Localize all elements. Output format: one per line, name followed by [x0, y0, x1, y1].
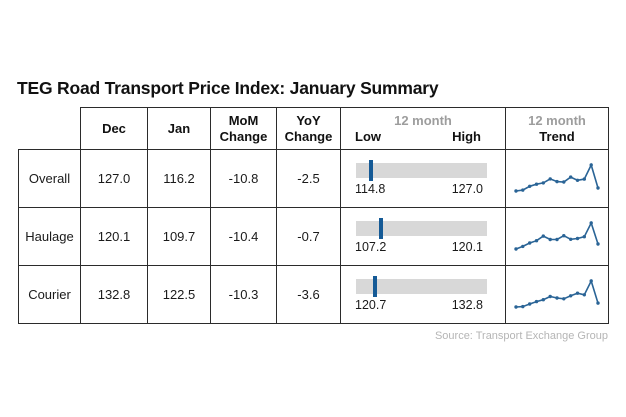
trend-cell: [505, 149, 609, 208]
current-value-marker: [373, 275, 378, 297]
jan-value: 109.7: [147, 207, 211, 266]
current-value-marker: [379, 217, 384, 239]
range-high-value: 120.1: [451, 239, 483, 254]
range-bar: [356, 217, 487, 239]
table-row: Haulage 120.1 109.7 -10.4 -0.7 107.2 120…: [18, 207, 609, 266]
col-header-dec: Dec: [80, 107, 148, 150]
range-header-high: High: [452, 128, 481, 144]
col-header-12month-range: 12 month Low High: [340, 107, 506, 150]
trend-sparkline-icon: [514, 162, 600, 193]
dec-value: 127.0: [80, 149, 148, 208]
yoy-change-value: -2.5: [276, 149, 341, 208]
range-low-value: 107.2: [355, 239, 387, 254]
dec-value: 132.8: [80, 265, 148, 324]
row-label: Overall: [18, 149, 81, 208]
trend-header-label: Trend: [539, 128, 575, 144]
range-cell: 120.7 132.8: [340, 265, 506, 324]
table-row: Courier 132.8 122.5 -10.3 -3.6 120.7 132…: [18, 265, 609, 324]
range-header-12month: 12 month: [394, 112, 452, 128]
mom-change-value: -10.3: [210, 265, 277, 324]
col-header-yoy-change: YoY Change: [276, 107, 341, 150]
trend-cell: [505, 207, 609, 266]
range-high-value: 132.8: [451, 297, 483, 312]
col-header-yoy-line2: Change: [284, 128, 333, 144]
range-bar: [356, 159, 487, 181]
col-header-jan: Jan: [147, 107, 211, 150]
price-index-table: Dec Jan MoM Change YoY Change 12 month L…: [18, 107, 609, 324]
trend-sparkline-icon: [514, 278, 600, 309]
col-header-mom-line2: Change: [219, 128, 268, 144]
yoy-change-value: -3.6: [276, 265, 341, 324]
trend-sparkline-icon: [514, 220, 600, 251]
col-header-mom-change: MoM Change: [210, 107, 277, 150]
page-title: TEG Road Transport Price Index: January …: [17, 77, 439, 98]
jan-value: 116.2: [147, 149, 211, 208]
range-cell: 107.2 120.1: [340, 207, 506, 266]
range-bar: [356, 275, 487, 297]
range-header-low: Low: [355, 128, 381, 144]
dec-value: 120.1: [80, 207, 148, 266]
source-credit: Source: Transport Exchange Group: [434, 330, 608, 342]
col-header-12month-trend: 12 month Trend: [505, 107, 609, 150]
corner-cell: [19, 108, 81, 150]
col-header-mom-line1: MoM: [228, 112, 259, 128]
yoy-change-value: -0.7: [276, 207, 341, 266]
trend-header-12month: 12 month: [528, 112, 586, 128]
range-low-value: 120.7: [355, 297, 387, 312]
row-label: Courier: [18, 265, 81, 324]
jan-value: 122.5: [147, 265, 211, 324]
range-low-value: 114.8: [355, 181, 386, 196]
col-header-yoy-line1: YoY: [296, 112, 321, 128]
row-label: Haulage: [18, 207, 81, 266]
mom-change-value: -10.4: [210, 207, 277, 266]
mom-change-value: -10.8: [210, 149, 277, 208]
range-cell: 114.8 127.0: [340, 149, 506, 208]
current-value-marker: [369, 159, 374, 181]
trend-cell: [505, 265, 609, 324]
range-high-value: 127.0: [451, 181, 483, 196]
header-row: Dec Jan MoM Change YoY Change 12 month L…: [19, 107, 609, 150]
table-row: Overall 127.0 116.2 -10.8 -2.5 114.8 127…: [18, 149, 609, 208]
